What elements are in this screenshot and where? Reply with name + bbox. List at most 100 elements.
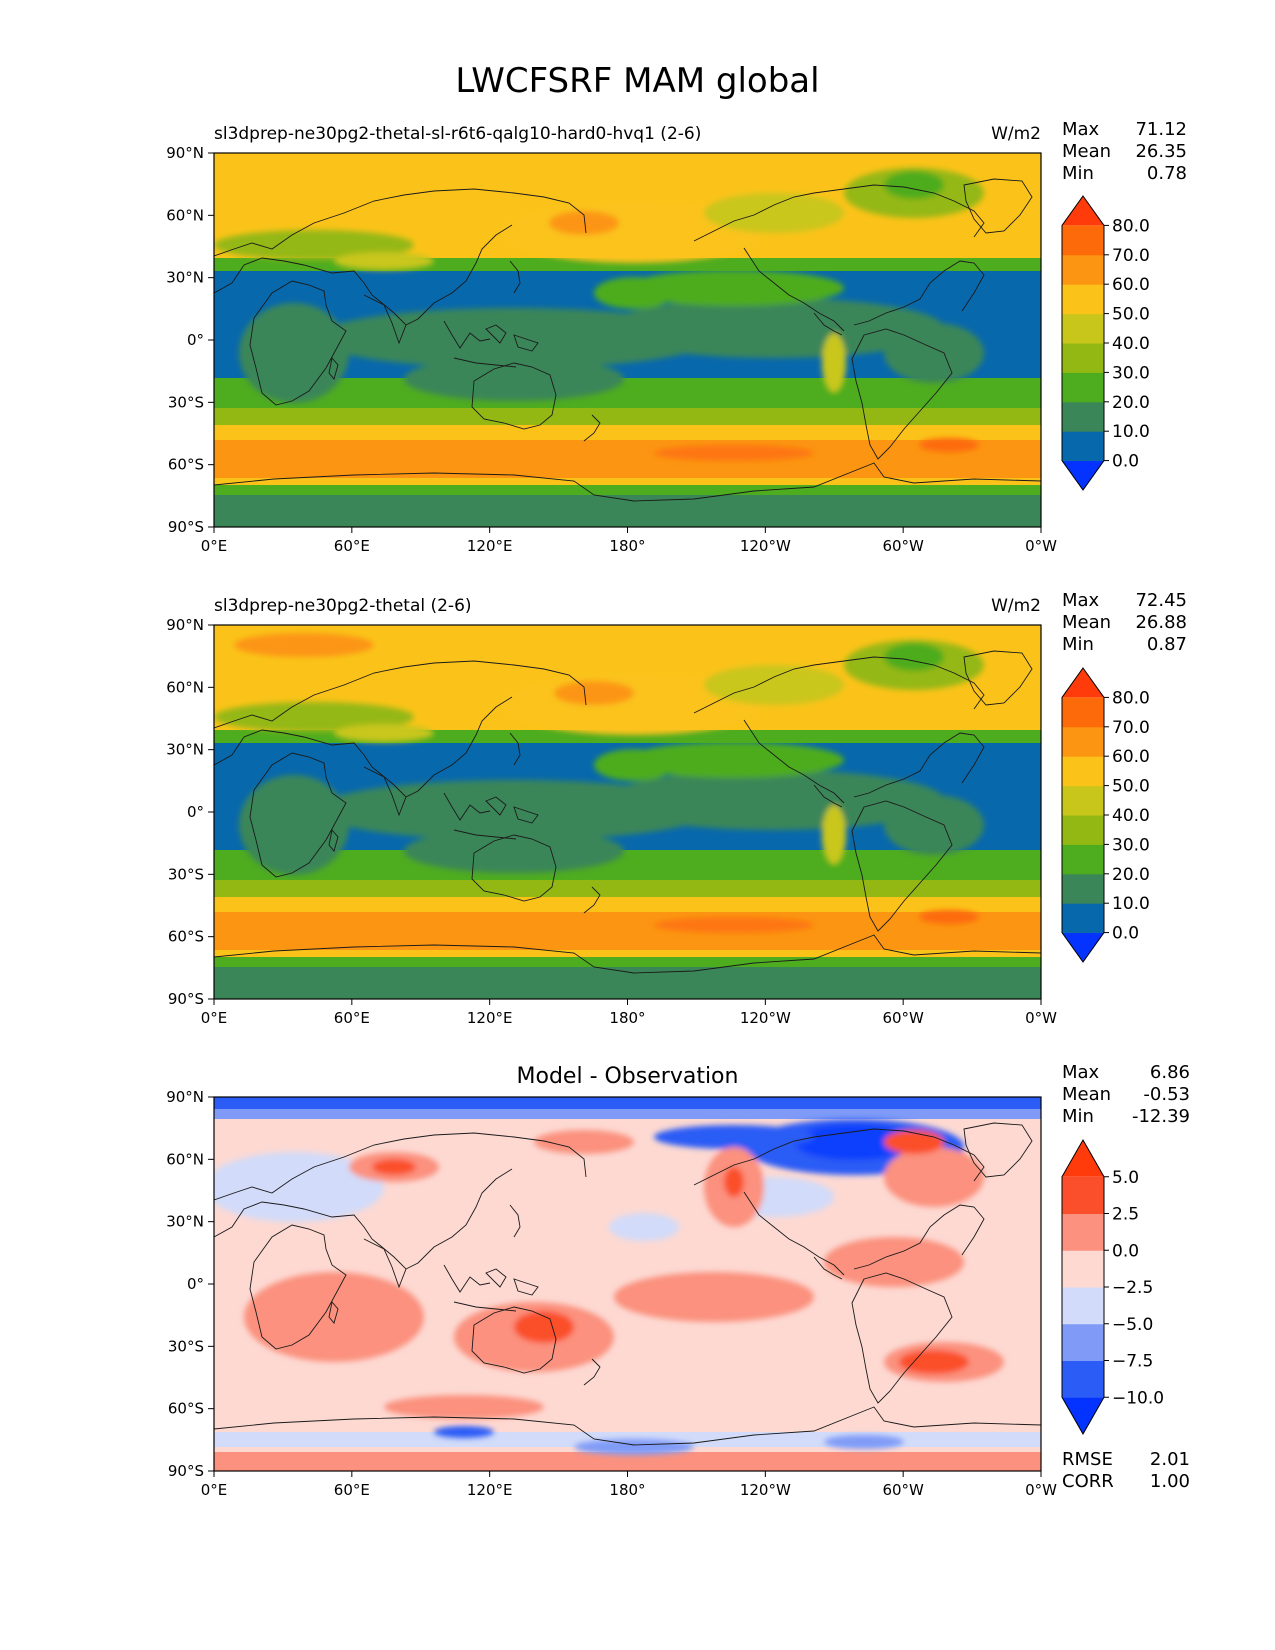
x-tick-label: 60°E (334, 1481, 370, 1499)
colorbar-segment (1062, 1213, 1104, 1251)
stat-value-min: 0.78 (1147, 163, 1187, 184)
stat-value-max: 71.12 (1135, 119, 1187, 140)
y-tick-label: 30°N (166, 741, 204, 759)
colorbar-segment (1062, 1250, 1104, 1288)
colorbar-tick-label: 0.0 (1112, 1241, 1139, 1261)
colorbar-tick-label: 60.0 (1112, 747, 1150, 767)
stat-value-min: -12.39 (1132, 1106, 1190, 1127)
stat-label-mean: Mean (1062, 612, 1111, 633)
colorbar-tick-label: −5.0 (1112, 1315, 1153, 1335)
y-tick-label: 90°S (168, 990, 204, 1008)
field-reference-map (214, 625, 1041, 999)
colorbar-segment (1062, 313, 1104, 344)
panel-diff-stats: Max 6.86 Mean -0.53 Min -12.39 (1062, 1062, 1190, 1127)
panel-test-model: sl3dprep-ne30pg2-thetal-sl-r6t6-qalg10-h… (166, 119, 1187, 555)
colorbar-tick-label: −7.5 (1112, 1352, 1153, 1372)
stat-label-max: Max (1062, 1062, 1100, 1083)
colorbar-extend-max (1062, 196, 1104, 226)
y-tick-label: 90°N (166, 616, 204, 634)
colorbar-segment (1062, 785, 1104, 816)
panel-test-left-title: sl3dprep-ne30pg2-thetal-sl-r6t6-qalg10-h… (214, 124, 701, 144)
stat-value-rmse: 2.01 (1150, 1449, 1190, 1470)
colorbar-tick-label: 0.0 (1112, 924, 1139, 944)
stat-label-max: Max (1062, 590, 1100, 611)
x-tick-label: 180° (609, 1481, 645, 1499)
panel-test-units: W/m2 (991, 124, 1041, 144)
colorbar-tick-label: 50.0 (1112, 305, 1150, 325)
stat-value-mean: 26.35 (1135, 141, 1187, 162)
stat-value-max: 72.45 (1135, 590, 1187, 611)
panel-diff-x-axis: 0°E 60°E 120°E 180° 120°W 60°W 0°W (201, 1471, 1057, 1499)
colorbar-tick-label: 60.0 (1112, 275, 1150, 295)
panel-test-x-axis: 0°E 60°E 120°E 180° 120°W 60°W 0°W (201, 527, 1057, 555)
colorbar-segment (1062, 343, 1104, 373)
x-tick-label: 0°E (201, 1009, 228, 1027)
colorbar-tick-label: 50.0 (1112, 777, 1150, 797)
colorbar-extend-max (1062, 668, 1104, 698)
x-tick-label: 0°W (1025, 1481, 1057, 1499)
colorbar-segment (1062, 815, 1104, 845)
x-tick-label: 0°E (201, 537, 228, 555)
y-tick-label: 60°S (168, 456, 204, 474)
y-tick-label: 30°S (168, 1337, 204, 1355)
y-tick-label: 60°N (166, 206, 204, 224)
colorbar-tick-label: 30.0 (1112, 363, 1150, 383)
colorbar-extend-min (1062, 460, 1104, 490)
panel-test-y-axis: 90°N 60°N 30°N 0° 30°S 60°S 90°S (166, 144, 214, 536)
y-tick-label: 30°N (166, 1213, 204, 1231)
x-tick-label: 0°W (1025, 537, 1057, 555)
x-tick-label: 60°W (882, 1481, 924, 1499)
colorbar-tick-label: 40.0 (1112, 334, 1150, 354)
y-tick-label: 90°N (166, 144, 204, 162)
x-tick-label: 120°E (467, 537, 513, 555)
colorbar-segment (1062, 1287, 1104, 1325)
colorbar-tick-label: 40.0 (1112, 806, 1150, 826)
stat-label-mean: Mean (1062, 1084, 1111, 1105)
colorbar-tick-label: 20.0 (1112, 393, 1150, 413)
y-tick-label: 60°N (166, 678, 204, 696)
panel-difference: Model - Observation (166, 1062, 1190, 1499)
field-difference-map (214, 1097, 1041, 1471)
colorbar-extend-min (1062, 1397, 1104, 1434)
stat-label-mean: Mean (1062, 141, 1111, 162)
x-tick-label: 0°W (1025, 1009, 1057, 1027)
x-tick-label: 120°W (740, 1481, 791, 1499)
x-tick-label: 60°W (882, 537, 924, 555)
colorbar-segment (1062, 697, 1104, 728)
field-test-map (214, 153, 1041, 527)
panel-reference-stats: Max 72.45 Mean 26.88 Min 0.87 (1062, 590, 1187, 655)
colorbar-segment (1062, 1323, 1104, 1361)
panel-diff-bottom-stats: RMSE 2.01 CORR 1.00 (1062, 1449, 1190, 1492)
x-tick-label: 180° (609, 537, 645, 555)
colorbar-tick-label: 30.0 (1112, 835, 1150, 855)
y-tick-label: 0° (187, 1275, 204, 1293)
panel-test-colorbar: 0.0 10.0 20.0 30.0 40.0 50.0 60.0 70.0 80.0 (1061, 195, 1150, 491)
colorbar-tick-label: 10.0 (1112, 894, 1150, 914)
stat-label-min: Min (1062, 634, 1094, 655)
x-tick-label: 120°E (467, 1009, 513, 1027)
panel-test-stats: Max 71.12 Mean 26.35 Min 0.78 (1062, 119, 1187, 184)
panel-diff-center-title: Model - Observation (517, 1064, 739, 1089)
colorbar-tick-label: 70.0 (1112, 246, 1150, 266)
colorbar-segment (1062, 401, 1104, 432)
panel-reference-y-axis: 90°N 60°N 30°N 0° 30°S 60°S 90°S (166, 616, 214, 1008)
colorbar-segment (1062, 844, 1104, 875)
y-tick-label: 0° (187, 331, 204, 349)
colorbar-segment (1062, 1360, 1104, 1398)
colorbar-tick-label: 20.0 (1112, 865, 1150, 885)
figure-title: LWCFSRF MAM global (455, 61, 819, 101)
y-tick-label: 90°S (168, 518, 204, 536)
colorbar-tick-label: 10.0 (1112, 422, 1150, 442)
colorbar-segment (1062, 726, 1104, 757)
y-tick-label: 30°N (166, 269, 204, 287)
stat-label-min: Min (1062, 1106, 1094, 1127)
colorbar-segment (1062, 873, 1104, 904)
colorbar-segment (1062, 756, 1104, 787)
colorbar-tick-label: 0.0 (1112, 452, 1139, 472)
y-tick-label: 30°S (168, 865, 204, 883)
y-tick-label: 60°S (168, 928, 204, 946)
panel-reference-colorbar: 0.0 10.0 20.0 30.0 40.0 50.0 60.0 70.0 80.0 (1061, 667, 1150, 963)
y-tick-label: 0° (187, 803, 204, 821)
panel-reference-units: W/m2 (991, 596, 1041, 616)
